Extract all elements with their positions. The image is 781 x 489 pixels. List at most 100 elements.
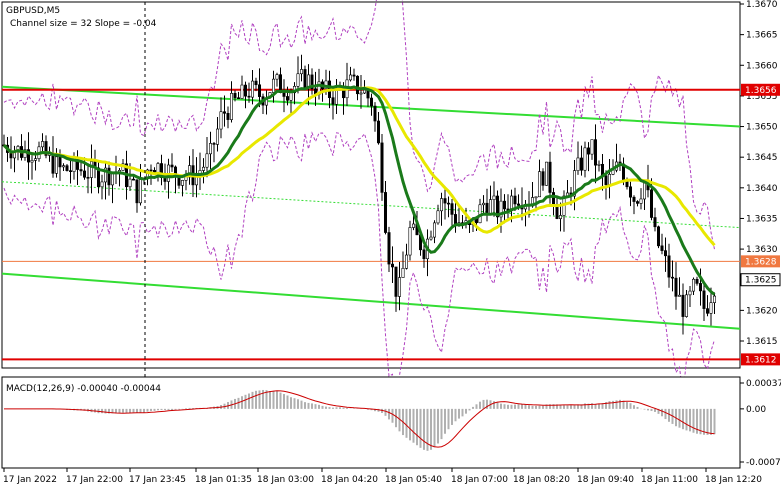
candle [709, 287, 713, 326]
candle [244, 81, 248, 109]
time-tick-label: 18 Jan 09:40 [577, 475, 634, 485]
level-tag [741, 255, 780, 268]
candle [202, 158, 206, 184]
candle-body [132, 178, 136, 181]
candle-body [492, 195, 496, 200]
candle [450, 198, 454, 229]
candle [100, 174, 104, 200]
candle [376, 111, 380, 145]
candle [492, 181, 496, 217]
candle-body [390, 263, 394, 268]
candle-body [111, 172, 115, 186]
candle [684, 289, 688, 318]
candle [481, 195, 485, 215]
candle-body [44, 141, 48, 156]
candle-body [705, 308, 709, 314]
macd-tick-label: 0.00 [746, 405, 766, 415]
candle-body [212, 143, 216, 145]
candle-body [362, 89, 366, 94]
candle [40, 133, 44, 152]
candle [436, 204, 440, 225]
candle [401, 251, 405, 278]
time-axis: 17 Jan 2022 17 Jan 22:00 17 Jan 23:45 18 Ja… [3, 468, 762, 485]
candle-body [139, 179, 143, 204]
candle-body [698, 283, 702, 292]
candle-body [310, 74, 314, 90]
candle-body [439, 198, 443, 212]
candle [83, 157, 87, 180]
time-tick-label: 18 Jan 01:35 [195, 475, 252, 485]
candle-body [422, 249, 426, 260]
candle-body [299, 69, 303, 75]
candle [107, 161, 111, 196]
time-tick-label: 17 Jan 22:00 [66, 475, 123, 485]
candle-body [376, 120, 380, 144]
candle-body [481, 202, 485, 206]
candle-body [23, 149, 27, 158]
candle-body [583, 147, 587, 171]
candle [702, 281, 706, 322]
level-tag [741, 353, 780, 366]
price-tick-label: 1.3630 [746, 245, 778, 255]
candle [30, 152, 34, 180]
candle-body [639, 198, 643, 204]
candle-body [230, 93, 234, 120]
candle [348, 66, 352, 82]
candle-body [681, 294, 685, 317]
candle [537, 159, 541, 198]
candle-body [352, 74, 356, 77]
candle-body [555, 206, 559, 219]
candle-body [513, 195, 517, 205]
price-tick-label: 1.3665 [746, 31, 778, 41]
candle-body [649, 189, 653, 218]
candle-body [674, 277, 678, 297]
time-tick-label: 18 Jan 07:00 [451, 475, 508, 485]
candle [223, 95, 227, 127]
candle [663, 237, 667, 272]
candle-body [355, 75, 359, 95]
candle [639, 188, 643, 210]
candle-body [408, 227, 412, 256]
candle [299, 54, 303, 82]
candle [135, 179, 139, 213]
fast-ma-line [2, 83, 716, 296]
candle-body [590, 139, 594, 155]
candle [660, 233, 664, 255]
candle-body [516, 203, 520, 206]
candle-body [534, 196, 538, 199]
price-tick-label: 1.3650 [746, 123, 778, 133]
candle-body [359, 92, 363, 95]
candle [408, 220, 412, 261]
price-tick-label: 1.3645 [746, 153, 778, 163]
candle-body [40, 141, 44, 148]
candle-body [303, 69, 307, 88]
time-tick-label: 18 Jan 08:20 [513, 475, 570, 485]
candle-body [495, 195, 499, 218]
candle-body [450, 203, 454, 215]
candle-body [628, 186, 632, 198]
candle-body [373, 105, 377, 122]
macd-axis: 0.00037 0.00 -0.00076 [740, 379, 781, 468]
candle-body [240, 84, 244, 99]
candle-body [663, 250, 667, 257]
current-price-tag [740, 273, 781, 287]
macd-signal-path [4, 390, 715, 448]
candle [69, 158, 73, 184]
candle-body [170, 164, 174, 168]
candle [285, 86, 289, 106]
candle-body [233, 93, 237, 99]
candle-body [26, 149, 30, 163]
candle-body [660, 245, 664, 251]
candle-body [275, 74, 279, 80]
candle-body [79, 169, 83, 172]
time-tick-label: 18 Jan 05:40 [385, 475, 442, 485]
channel-mid-line [1, 181, 741, 229]
candle-body [257, 84, 261, 97]
candle-body [712, 295, 716, 303]
candle [443, 189, 447, 220]
candle-body [383, 192, 387, 233]
candle-body [209, 143, 213, 155]
candle [383, 181, 387, 235]
level-tag-label: 1.3656 [745, 86, 777, 96]
candle-body [219, 111, 223, 130]
